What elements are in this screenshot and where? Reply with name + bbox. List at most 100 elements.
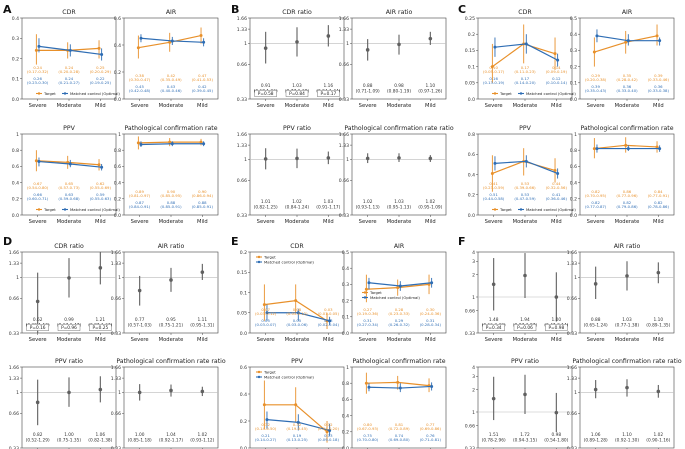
x-tick-label: Severe: [587, 337, 605, 343]
data-label: 0.87: [135, 200, 144, 205]
legend-label-target: Target: [499, 207, 512, 212]
p-value: P=0.98: [548, 325, 564, 331]
data-label: 0.44: [552, 181, 561, 186]
data-label: 0.42: [198, 84, 207, 89]
point: [37, 160, 41, 164]
data-label: 0.35: [623, 73, 632, 78]
p-value: P=0.96: [61, 325, 77, 331]
data-label: (0.55-0.69): [90, 185, 112, 190]
chart-title: PPV ratio: [511, 358, 539, 365]
data-label: (0.03-0.12): [255, 311, 277, 316]
data-label: 0.41: [489, 181, 498, 186]
p-value-box: [57, 324, 81, 331]
data-label: (0.95-1.09): [418, 205, 442, 211]
point: [493, 161, 497, 165]
chart-f-1: AIR ratio 0.33 0.66 1 1.33 1.66 Severe Moderate…: [567, 243, 675, 343]
point: [265, 311, 269, 315]
point: [97, 163, 101, 167]
data-label: 0.77: [135, 317, 145, 323]
point: [200, 389, 205, 394]
x-tick-label: Severe: [257, 103, 275, 109]
legend: Target Matched control (Optimal): [36, 207, 120, 212]
data-label: (0.40-0.46): [160, 88, 182, 93]
data-label: (0.55-0.63): [90, 196, 112, 201]
data-label: (0.93-1.13): [356, 205, 380, 211]
p-value-box: [317, 89, 340, 97]
data-label: 0.17: [521, 65, 530, 70]
data-label: 1.21: [96, 317, 106, 323]
data-label: 1.06: [96, 432, 106, 438]
x-tick-label: Mild: [653, 337, 664, 343]
point: [553, 168, 557, 172]
legend-label-control: Matched control (Optimal): [70, 91, 120, 96]
point: [98, 387, 103, 392]
data-label: 0.98: [394, 83, 404, 89]
data-label: 0.36: [623, 84, 632, 89]
data-label: (0.19-0.45): [286, 426, 308, 431]
data-label: 1.03: [622, 317, 632, 323]
data-label: (0.75-1.21): [159, 323, 183, 329]
p-value-box: [545, 324, 568, 331]
y-tick-label: 3: [472, 259, 475, 265]
y-tick-label: 0.1: [468, 64, 475, 70]
x-tick-label: Mild: [425, 103, 436, 109]
point: [428, 36, 433, 41]
data-label: 0.10: [489, 65, 498, 70]
legend-label-control: Matched control (Optimal): [264, 375, 314, 380]
point: [68, 48, 72, 52]
point: [169, 278, 173, 282]
y-tick-label: 0.0: [240, 331, 247, 337]
y-tick-label: 0.5: [342, 250, 349, 256]
data-label: (0.92-1.30): [615, 438, 639, 444]
data-label: 0.77: [426, 422, 435, 427]
chart-d-2: PPV ratio0.330.6611.331.66SevereModerate…: [9, 358, 117, 449]
point: [397, 42, 401, 47]
y-tick-label: 0.6: [342, 397, 349, 403]
data-label: (0.95-1.31): [190, 323, 214, 329]
x-tick-label: Mild: [551, 103, 562, 109]
x-tick-label: Severe: [587, 219, 605, 225]
chart-e-1: AIR 0.0 0.1 0.2 0.3 0.4 0.5 Severe Moderate Mild 0…: [342, 243, 447, 343]
data-label: 1.10: [622, 432, 632, 438]
data-label: 0.29: [591, 73, 600, 78]
y-tick-label: 1: [574, 132, 577, 138]
y-tick-label: 2: [472, 272, 475, 278]
data-label: (0.52-1.29): [26, 438, 50, 444]
y-tick-label: 0.0: [12, 97, 19, 103]
x-tick-label: Moderate: [513, 103, 538, 109]
y-tick-label: 0.4: [342, 413, 349, 419]
x-tick-label: Moderate: [57, 103, 82, 109]
data-label: 0.82: [654, 200, 663, 205]
y-tick-label: 0.2: [570, 64, 577, 70]
x-tick-label: Mild: [197, 103, 208, 109]
data-label: 1.01: [261, 199, 271, 205]
chart-f-3: Pathological confirmation rate ratio 0.33…: [567, 358, 682, 449]
y-tick-label: 0.4: [114, 180, 121, 186]
data-label: (0.78-2.96): [482, 438, 506, 444]
y-tick-label: 1: [16, 275, 19, 281]
y-tick-label: 1.66: [111, 250, 121, 256]
point: [556, 58, 560, 62]
data-label: (0.77-1.38): [615, 323, 639, 329]
y-tick-label: 0.4: [240, 392, 247, 398]
data-label: 0.39: [654, 73, 663, 78]
point: [364, 287, 368, 291]
data-label: (0.13-0.19): [483, 80, 505, 85]
y-tick-label: 0.33: [567, 331, 577, 337]
chart-title: Pathological confirmation rate: [352, 358, 445, 365]
legend-marker-target: [363, 291, 367, 294]
chart-a-3: Pathological confirmation rate 0.0 0.2 0.4 0…: [114, 125, 219, 225]
data-label: 0.22: [96, 76, 105, 81]
data-label: 0.65: [65, 181, 74, 186]
point: [553, 52, 557, 56]
y-tick-label: 0.2: [468, 32, 475, 38]
point: [136, 46, 140, 50]
data-label: 0.05: [293, 318, 302, 323]
data-label: (0.89-1.35): [646, 323, 670, 329]
y-tick-label: 0.66: [9, 411, 19, 417]
data-label: 0.90: [167, 189, 176, 194]
data-label: 0.86: [623, 189, 632, 194]
chart-title: AIR: [166, 9, 177, 16]
x-tick-label: Mild: [653, 103, 664, 109]
point: [37, 44, 41, 48]
